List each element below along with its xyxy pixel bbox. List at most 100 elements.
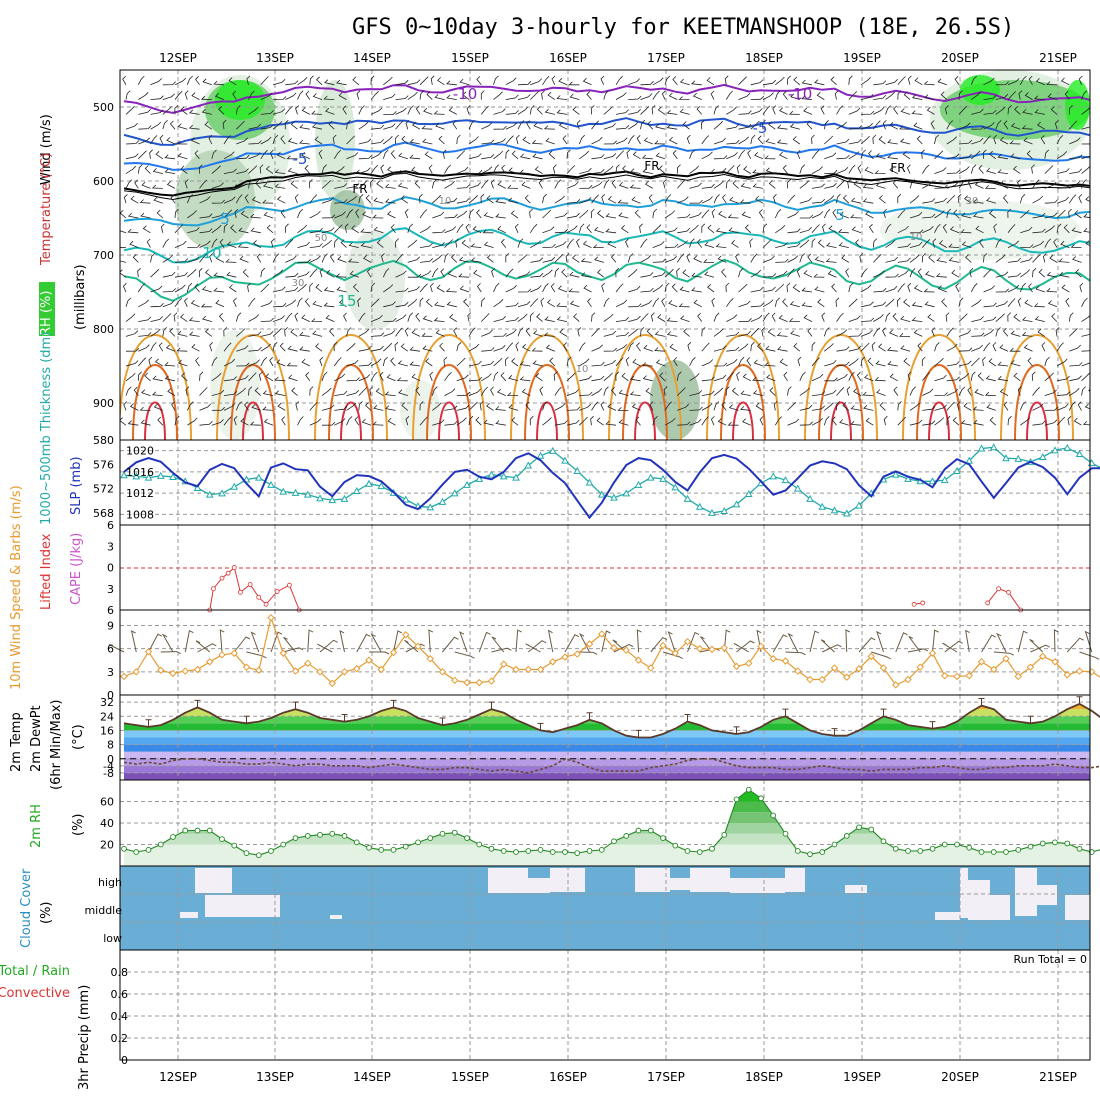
wind-barb <box>1056 391 1071 396</box>
wind-barb <box>191 92 200 100</box>
wind-barb <box>240 210 249 219</box>
warm-isotherm-loop <box>438 401 460 440</box>
date-tick-top: 17SEP <box>647 51 685 65</box>
wind-barb <box>1028 75 1033 86</box>
wind-barb <box>911 110 923 115</box>
wind10m-barb <box>667 631 676 653</box>
wind-barb <box>590 208 595 219</box>
wind-barb <box>727 421 739 426</box>
wind-barb <box>321 421 336 426</box>
wind-barb <box>397 360 408 367</box>
thickness-point <box>573 466 582 474</box>
wind-barb <box>211 165 221 174</box>
wind-barb <box>605 228 617 234</box>
wind-barb <box>299 331 310 337</box>
wind-barb <box>424 151 433 160</box>
wind-barb <box>554 254 564 263</box>
wind10m-barb <box>601 630 611 653</box>
wind-barb <box>958 386 966 396</box>
warm-isotherm-loop <box>818 364 864 440</box>
wind-barb <box>814 256 825 263</box>
wind-barb <box>628 109 641 115</box>
wind-barb <box>592 244 604 248</box>
wind-barb <box>162 106 172 115</box>
li-tick-label: 6 <box>107 519 114 532</box>
wind-barb <box>284 312 293 322</box>
wind-barb <box>542 401 548 411</box>
wind-barb <box>663 386 668 396</box>
wind-barb <box>456 210 468 219</box>
wind-barb <box>873 287 887 293</box>
warm-isotherm-loop <box>732 401 754 440</box>
wind-barb <box>885 79 898 86</box>
wind-barb <box>836 387 845 396</box>
rh2m-point <box>194 827 201 834</box>
wind-barb <box>176 347 188 352</box>
temp-minmax-bar <box>831 728 838 736</box>
wind-barb <box>508 404 519 411</box>
wind-barb <box>162 120 168 130</box>
wind-barb <box>444 197 458 204</box>
wind-barb <box>1094 318 1100 322</box>
wind-barb <box>1044 238 1052 248</box>
wind-barb <box>164 168 176 174</box>
wind-barb <box>314 136 323 145</box>
wind-barbs <box>120 75 1100 426</box>
wind-barb <box>951 269 960 278</box>
wind-barb <box>774 416 782 426</box>
wind10m-point <box>132 668 140 676</box>
wind-barb <box>848 125 862 130</box>
wind-barb <box>541 90 545 100</box>
wind-barb <box>125 153 139 160</box>
wind-barb <box>407 286 420 293</box>
warm-isotherm-loop <box>536 401 558 440</box>
wind-barb <box>390 224 396 234</box>
rh-band <box>124 844 1090 866</box>
thickness-point <box>953 466 961 474</box>
wind-barb <box>787 179 791 189</box>
wind-barb <box>836 361 850 367</box>
wind-barb <box>328 120 335 130</box>
lifted-index-point <box>211 586 216 592</box>
wind-barb <box>463 298 470 308</box>
isotherm-label: 10 <box>202 244 221 262</box>
wind-barb <box>1007 284 1020 293</box>
wind-barb <box>631 196 641 204</box>
rh2m-point <box>807 851 813 858</box>
wind-barb <box>530 257 544 263</box>
wind10m-point <box>402 631 410 639</box>
wind-barb <box>373 226 384 234</box>
rh-contour-label: 30 <box>292 278 305 289</box>
label-rh-unit: (%) <box>71 814 86 837</box>
thickness-point <box>1002 454 1010 462</box>
wind10m-point <box>990 665 998 674</box>
wind-barb <box>544 316 555 322</box>
wind-barb <box>519 361 531 367</box>
wind-barb <box>162 300 175 308</box>
wind10m-point <box>1014 672 1022 681</box>
wind-barb <box>274 390 286 396</box>
wind-barb <box>913 284 923 293</box>
wind-barb <box>346 152 359 160</box>
temp-minmax-bar <box>684 713 691 722</box>
wind-barb <box>893 386 899 396</box>
label-wind: Wind (m/s) <box>39 114 54 185</box>
rh2m-point <box>390 847 397 853</box>
wind-barb <box>576 238 580 248</box>
wind-barb <box>472 226 482 234</box>
wind-barb <box>831 283 837 293</box>
wind-barb <box>125 297 132 307</box>
wind-barb <box>610 253 617 263</box>
wind-barb <box>999 181 1009 189</box>
wind-barb <box>711 208 716 219</box>
wind-barb <box>1034 109 1045 115</box>
rh2m-point <box>133 849 140 855</box>
wind-barb <box>287 138 298 145</box>
rh2m-point <box>243 850 250 856</box>
wind-barb <box>493 345 506 352</box>
wind-barb <box>1024 299 1033 308</box>
wind-barb <box>738 268 744 278</box>
wind-barb <box>321 214 336 219</box>
wind-barb <box>223 184 238 189</box>
wind-barb <box>743 166 752 174</box>
